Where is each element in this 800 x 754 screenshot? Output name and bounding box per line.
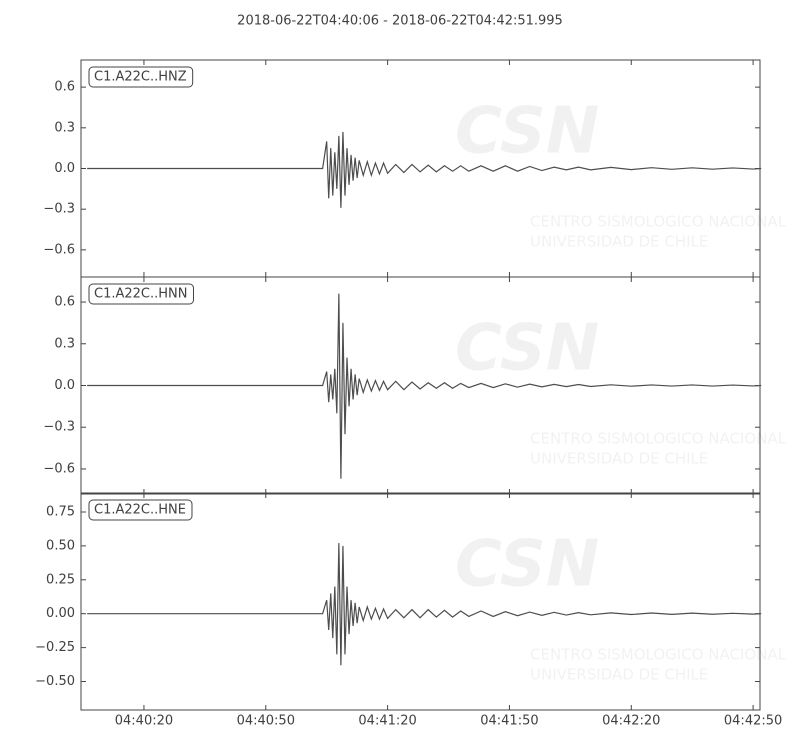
y-tick-label: 0.50 xyxy=(46,538,75,553)
x-tick-label: 04:42:20 xyxy=(602,714,660,729)
y-tick-label: 0.00 xyxy=(46,606,75,621)
y-tick-label: 0.0 xyxy=(54,378,75,393)
x-tick-label: 04:40:50 xyxy=(237,714,295,729)
watermark-logo: CSN xyxy=(455,528,599,602)
trace-label-box xyxy=(88,283,194,305)
y-tick-label: −0.50 xyxy=(35,674,75,689)
y-tick-label: 0.0 xyxy=(54,161,75,176)
y-tick-label: 0.3 xyxy=(54,120,75,135)
y-tick-label: −0.6 xyxy=(43,242,75,257)
watermark-line: UNIVERSIDAD DE CHILE xyxy=(530,450,708,468)
y-tick-label: 0.75 xyxy=(46,504,75,519)
waveform xyxy=(87,543,762,666)
waveform xyxy=(87,131,762,208)
y-tick-label: −0.3 xyxy=(43,420,75,435)
waveform xyxy=(87,293,762,479)
y-tick-label: 0.6 xyxy=(54,80,75,95)
watermark: CSN CENTRO SISMOLOGICO NACIONAL UNIVERSIDA… xyxy=(455,528,787,684)
x-tick-label: 04:41:50 xyxy=(480,714,538,729)
figure-title: 2018-06-22T04:40:06 - 2018-06-22T04:42:5… xyxy=(237,14,563,29)
watermark-line: CENTRO SISMOLOGICO NACIONAL xyxy=(530,430,787,448)
y-tick-label: −0.3 xyxy=(43,202,75,217)
trace-label-box xyxy=(88,499,193,521)
watermark-line: UNIVERSIDAD DE CHILE xyxy=(530,666,708,684)
watermark-line: CENTRO SISMOLOGICO NACIONAL xyxy=(530,213,787,231)
y-tick-label: 0.6 xyxy=(54,295,75,310)
x-tick-label: 04:40:20 xyxy=(115,714,173,729)
trace-label: C1.A22C..HNE xyxy=(94,503,186,518)
x-tick-label: 04:41:20 xyxy=(358,714,416,729)
trace-label-box xyxy=(88,66,194,88)
y-tick-label: 0.25 xyxy=(46,572,75,587)
y-tick-label: −0.25 xyxy=(35,640,75,655)
trace-label: C1.A22C..HNZ xyxy=(94,70,187,85)
x-tick-label: 04:42:50 xyxy=(724,714,782,729)
watermark-line: UNIVERSIDAD DE CHILE xyxy=(530,233,708,251)
watermark-logo: CSN xyxy=(455,312,599,386)
watermark: CSN CENTRO SISMOLOGICO NACIONAL UNIVERSIDA… xyxy=(455,95,787,251)
y-tick-label: −0.6 xyxy=(43,461,75,476)
y-tick-label: 0.3 xyxy=(54,336,75,351)
axes-frame xyxy=(80,492,761,711)
watermark-logo: CSN xyxy=(455,95,599,169)
trace-label: C1.A22C..HNN xyxy=(94,287,187,302)
watermark-line: CENTRO SISMOLOGICO NACIONAL xyxy=(530,646,787,664)
watermark: CSN CENTRO SISMOLOGICO NACIONAL UNIVERSIDA… xyxy=(455,312,787,468)
